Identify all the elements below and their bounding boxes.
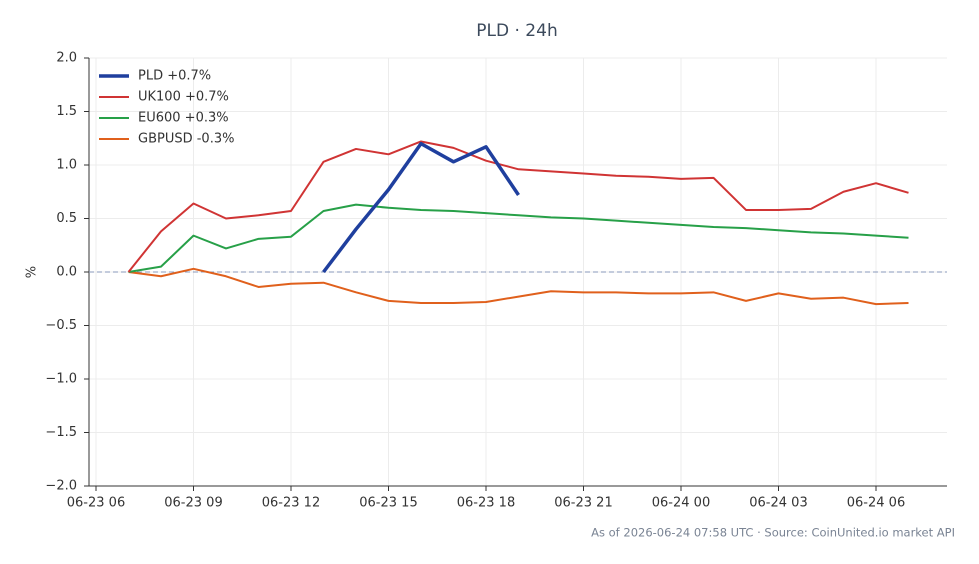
y-tick-label: 0.0 [56, 265, 77, 280]
series-line [127, 140, 909, 273]
x-tick-label: 06-24 00 [652, 496, 710, 511]
series-line [128, 267, 909, 306]
x-tick-label: 06-23 15 [359, 496, 417, 511]
chart-title: PLD · 24h [476, 21, 557, 41]
y-tick-label: 0.5 [56, 211, 77, 226]
footer: As of 2026-06-24 07:58 UTC · Source: Coi… [591, 526, 955, 540]
x-tick-label: 06-23 21 [554, 496, 612, 511]
x-tick-label: 06-23 12 [262, 496, 320, 511]
y-tick-label: −0.5 [45, 318, 77, 333]
y-tick-label: −2.0 [45, 479, 77, 494]
x-tick-label: 06-24 06 [847, 496, 905, 511]
legend-label: GBPUSD -0.3% [138, 132, 234, 147]
series-line [322, 141, 520, 274]
y-tick-label: 1.5 [56, 104, 77, 119]
x-tick-label: 06-23 18 [457, 496, 515, 511]
y-axis-label: % [25, 266, 40, 278]
legend-label: PLD +0.7% [138, 69, 211, 84]
x-tick-label: 06-23 09 [164, 496, 222, 511]
legend-label: UK100 +0.7% [138, 90, 229, 105]
y-tick-label: 1.0 [56, 158, 77, 173]
legend-label: EU600 +0.3% [138, 111, 229, 126]
y-tick-label: 2.0 [56, 51, 77, 66]
x-tick-label: 06-23 06 [67, 496, 125, 511]
y-tick-label: −1.0 [45, 372, 77, 387]
y-tick-label: −1.5 [45, 425, 77, 440]
series-line [128, 203, 909, 273]
x-tick-label: 06-24 03 [749, 496, 807, 511]
